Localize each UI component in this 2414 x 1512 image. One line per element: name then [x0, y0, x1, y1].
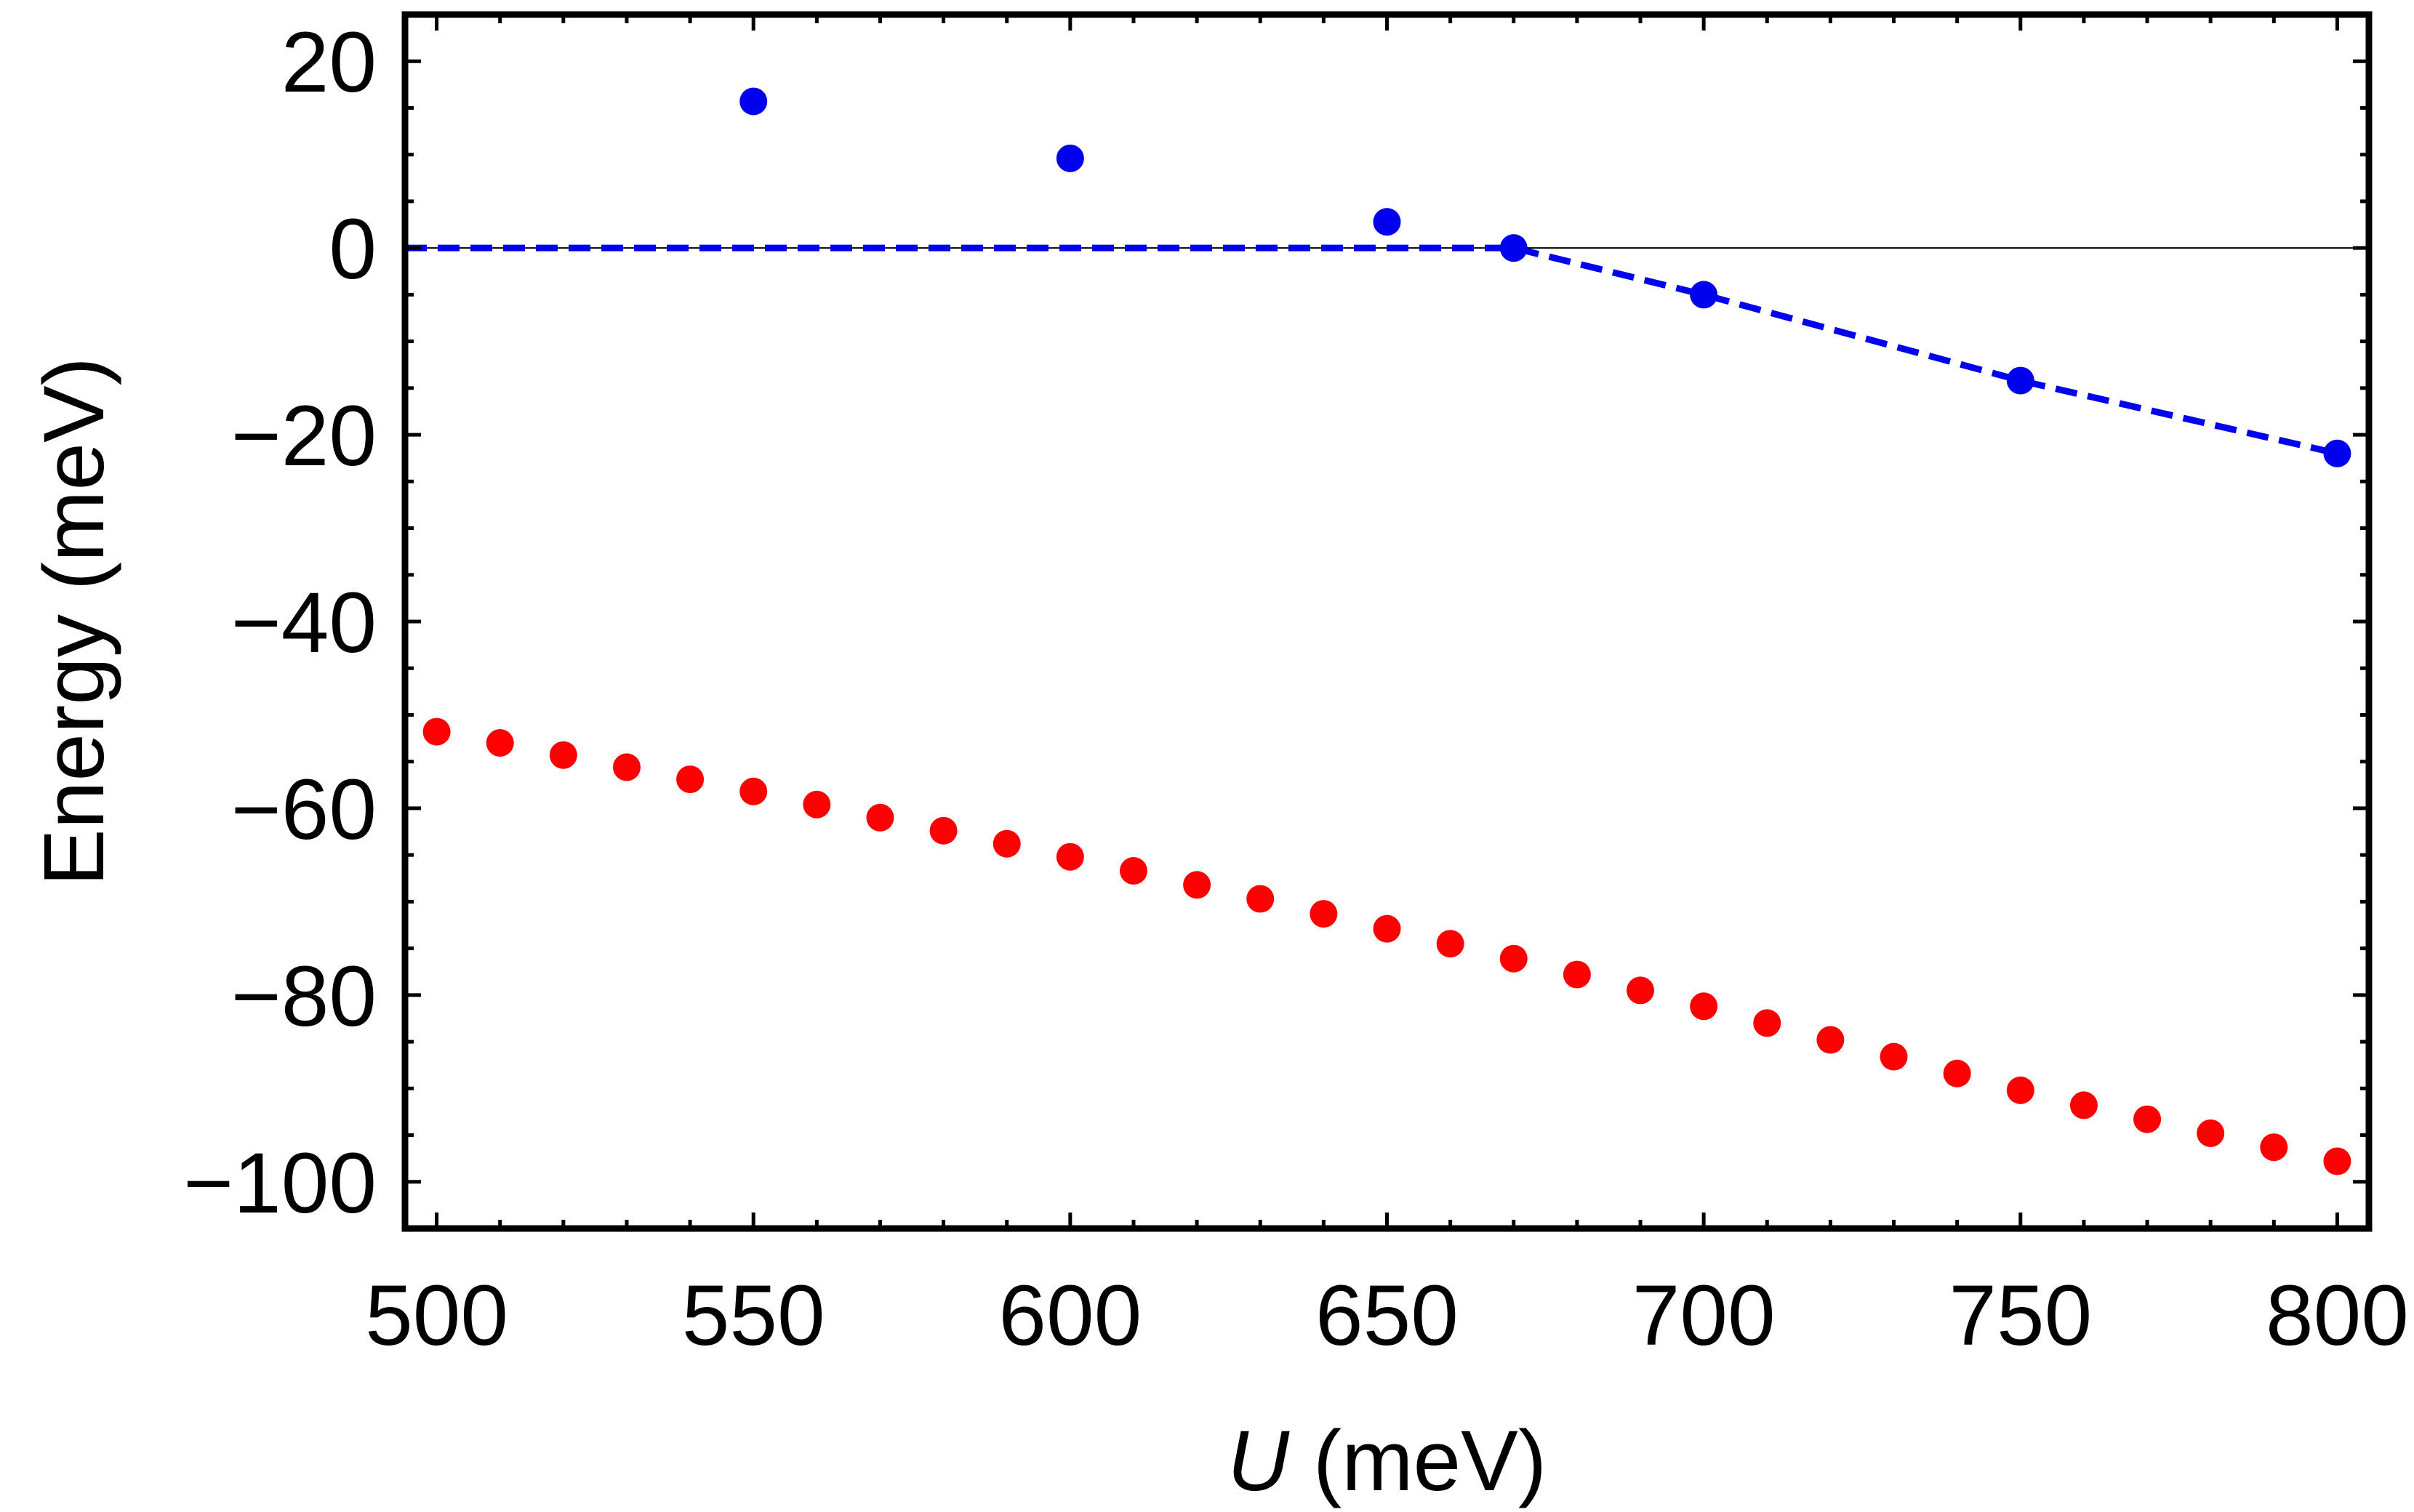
red-data-point — [739, 777, 768, 805]
red-data-point — [549, 741, 577, 769]
red-data-point — [1880, 1042, 1908, 1071]
red-data-point — [1690, 992, 1718, 1021]
y-tick-label: −60 — [231, 762, 377, 858]
tick-marks-layer — [405, 15, 2369, 1228]
blue-data-point — [1690, 281, 1718, 309]
x-tick-label: 800 — [2266, 1268, 2409, 1364]
red-data-point — [2260, 1133, 2288, 1162]
y-tick-label: −40 — [231, 575, 377, 671]
y-tick-label: −100 — [183, 1135, 377, 1231]
y-tick-label: −20 — [231, 388, 377, 484]
plot-frame — [401, 11, 2373, 1232]
red-data-point — [1563, 960, 1591, 989]
red-data-point — [422, 717, 451, 746]
blue-data-point — [2006, 366, 2034, 395]
red-data-point — [929, 816, 958, 845]
x-tick-label: 600 — [998, 1268, 1142, 1364]
y-axis-title: Energy (meV) — [26, 357, 122, 886]
y-tick-labels: 20 0 −20 −40 −60 −80 −100 — [183, 15, 377, 1231]
red-data-point — [2133, 1105, 2162, 1133]
y-tick-label: −80 — [231, 949, 377, 1045]
red-data-point — [1499, 944, 1528, 973]
red-data-point — [676, 765, 705, 794]
x-axis-symbol: U — [1227, 1413, 1290, 1509]
red-data-point — [2197, 1119, 2225, 1147]
y-tick-label: 0 — [329, 201, 377, 297]
red-data-point — [1373, 914, 1401, 943]
red-data-point — [2006, 1076, 2034, 1104]
red-data-point — [486, 729, 514, 757]
red-data-point — [1119, 856, 1147, 885]
red-data-point — [2069, 1091, 2098, 1119]
red-data-point — [1310, 900, 1338, 928]
blue-data-point — [1056, 144, 1084, 172]
blue-data-point — [1499, 234, 1528, 262]
x-axis-unit: (meV) — [1289, 1413, 1547, 1509]
dashed-fit-line — [405, 244, 2338, 457]
red-data-point — [866, 803, 894, 832]
blue-data-point — [1373, 208, 1401, 236]
dashed-fit-line-layer — [405, 244, 2338, 457]
x-axis-title: U (meV) — [1227, 1413, 1547, 1509]
red-data-point — [1436, 930, 1464, 958]
y-tick-label: 20 — [281, 15, 377, 110]
red-data-point — [2323, 1147, 2351, 1175]
red-data-point — [1943, 1059, 1971, 1087]
blue-data-point — [739, 87, 768, 116]
red-data-point — [612, 753, 641, 781]
red-data-point — [1056, 843, 1084, 871]
red-data-point — [1753, 1009, 1781, 1037]
red-data-point — [1246, 885, 1275, 913]
red-data-point — [993, 829, 1021, 858]
x-tick-label: 500 — [365, 1268, 508, 1364]
red-data-point — [1816, 1026, 1845, 1054]
x-tick-label: 750 — [1949, 1268, 2092, 1364]
red-data-point — [1627, 976, 1655, 1005]
x-tick-label: 550 — [682, 1268, 825, 1364]
x-tick-label: 650 — [1315, 1268, 1459, 1364]
red-data-point — [1183, 871, 1211, 899]
x-tick-label: 700 — [1632, 1268, 1776, 1364]
data-points-layer — [422, 87, 2351, 1175]
x-tick-labels: 500 550 600 650 700 750 800 — [365, 1268, 2409, 1364]
blue-data-point — [2323, 439, 2351, 467]
red-data-point — [803, 790, 831, 819]
